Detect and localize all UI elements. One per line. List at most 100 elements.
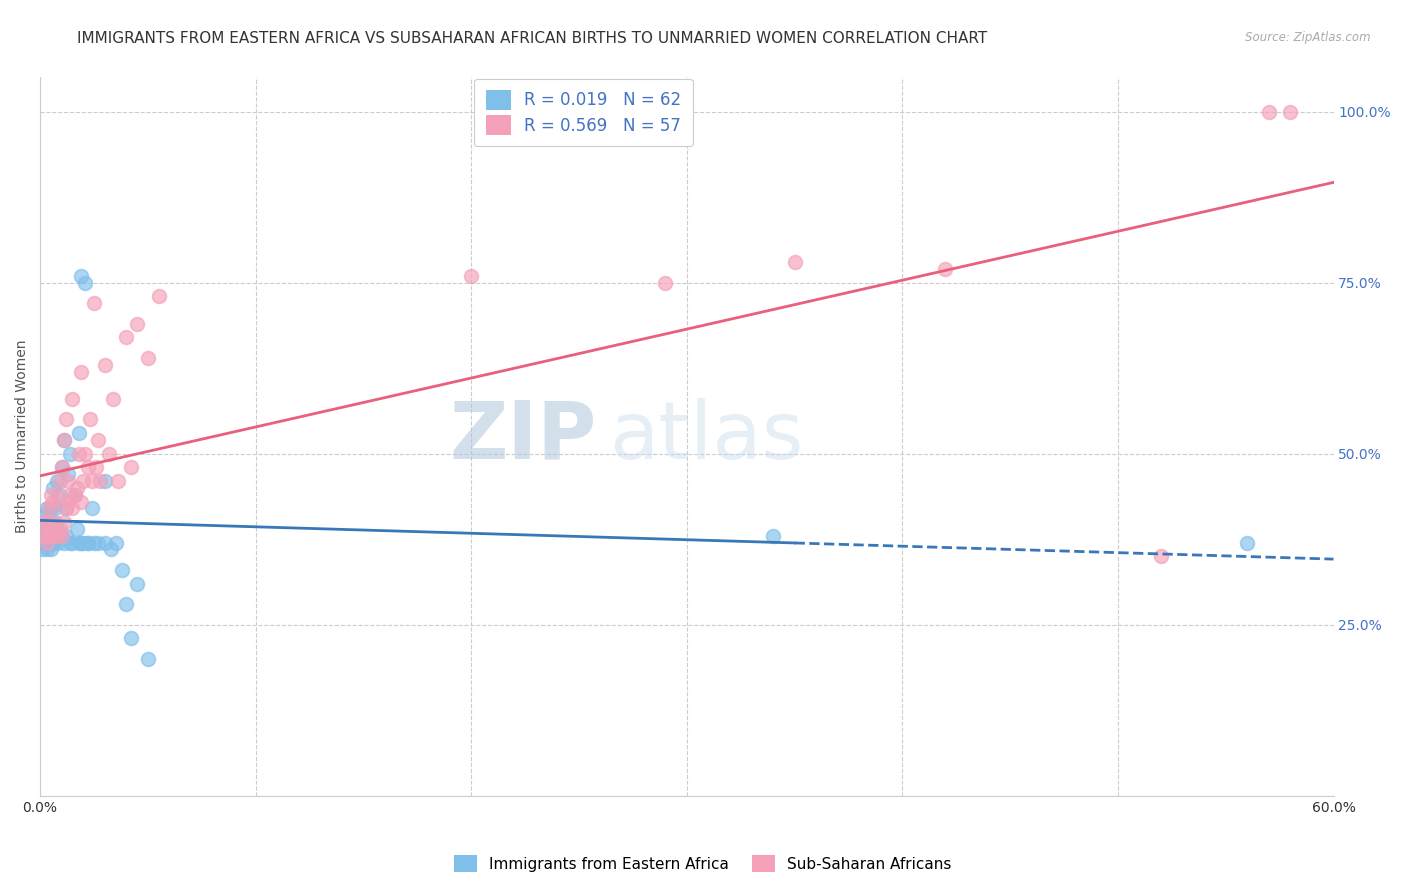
Point <box>460 268 482 283</box>
Point <box>31 529 53 543</box>
Point <box>34 529 56 543</box>
Point <box>80 501 103 516</box>
Point <box>35 535 58 549</box>
Point <box>42 494 65 508</box>
Point <box>38 515 60 529</box>
Point <box>35 501 58 516</box>
Point <box>72 474 94 488</box>
Point <box>35 515 58 529</box>
Point <box>80 474 103 488</box>
Point <box>934 262 956 277</box>
Point <box>70 268 93 283</box>
Point <box>56 474 79 488</box>
Point <box>148 289 170 303</box>
Text: ZIP: ZIP <box>449 398 596 475</box>
Point <box>51 460 73 475</box>
Point <box>39 488 62 502</box>
Point <box>107 474 129 488</box>
Point <box>38 529 60 543</box>
Point <box>44 501 66 516</box>
Text: Source: ZipAtlas.com: Source: ZipAtlas.com <box>1246 31 1371 45</box>
Point <box>59 447 82 461</box>
Point <box>34 535 56 549</box>
Point <box>46 488 69 502</box>
Point <box>63 488 86 502</box>
Point <box>84 460 107 475</box>
Point <box>55 529 77 543</box>
Point <box>35 535 58 549</box>
Point <box>87 433 110 447</box>
Legend: Immigrants from Eastern Africa, Sub-Saharan Africans: Immigrants from Eastern Africa, Sub-Saha… <box>447 847 959 880</box>
Point <box>62 535 84 549</box>
Point <box>63 488 86 502</box>
Point <box>115 330 138 344</box>
Point <box>75 276 97 290</box>
Point <box>31 529 53 543</box>
Point <box>94 474 117 488</box>
Point <box>48 488 70 502</box>
Point <box>59 535 82 549</box>
Point <box>1236 535 1258 549</box>
Point <box>62 501 84 516</box>
Point <box>100 542 122 557</box>
Point <box>67 535 90 549</box>
Point <box>44 515 66 529</box>
Point <box>783 255 806 269</box>
Point <box>70 365 93 379</box>
Point <box>48 522 70 536</box>
Point <box>120 632 142 646</box>
Point <box>76 535 98 549</box>
Point <box>44 529 66 543</box>
Point <box>127 576 149 591</box>
Point <box>34 515 56 529</box>
Point <box>120 460 142 475</box>
Point <box>34 529 56 543</box>
Point <box>76 535 98 549</box>
Point <box>1279 104 1302 119</box>
Point <box>55 412 77 426</box>
Point <box>34 508 56 523</box>
Point <box>70 494 93 508</box>
Point <box>38 535 60 549</box>
Point <box>48 529 70 543</box>
Point <box>89 474 111 488</box>
Point <box>31 515 53 529</box>
Y-axis label: Births to Unmarried Women: Births to Unmarried Women <box>15 340 30 533</box>
Point <box>51 529 73 543</box>
Legend: R = 0.019   N = 62, R = 0.569   N = 57: R = 0.019 N = 62, R = 0.569 N = 57 <box>474 78 693 146</box>
Point <box>87 535 110 549</box>
Point <box>38 501 60 516</box>
Point <box>52 515 75 529</box>
Point <box>83 296 105 310</box>
Point <box>75 447 97 461</box>
Point <box>39 501 62 516</box>
Point <box>66 522 89 536</box>
Point <box>103 392 125 406</box>
Point <box>46 535 69 549</box>
Point <box>55 501 77 516</box>
Point <box>35 529 58 543</box>
Point <box>59 488 82 502</box>
Point <box>72 535 94 549</box>
Text: IMMIGRANTS FROM EASTERN AFRICA VS SUBSAHARAN AFRICAN BIRTHS TO UNMARRIED WOMEN C: IMMIGRANTS FROM EASTERN AFRICA VS SUBSAH… <box>77 31 987 46</box>
Point <box>34 522 56 536</box>
Point <box>66 481 89 495</box>
Point <box>127 317 149 331</box>
Point <box>55 501 77 516</box>
Point <box>42 529 65 543</box>
Point <box>38 529 60 543</box>
Point <box>67 447 90 461</box>
Point <box>67 426 90 441</box>
Point <box>76 460 98 475</box>
Point <box>52 433 75 447</box>
Point <box>104 535 127 549</box>
Point <box>115 597 138 611</box>
Point <box>39 529 62 543</box>
Point <box>39 522 62 536</box>
Point <box>83 535 105 549</box>
Point <box>52 433 75 447</box>
Point <box>70 535 93 549</box>
Point <box>94 535 117 549</box>
Point <box>51 460 73 475</box>
Point <box>52 535 75 549</box>
